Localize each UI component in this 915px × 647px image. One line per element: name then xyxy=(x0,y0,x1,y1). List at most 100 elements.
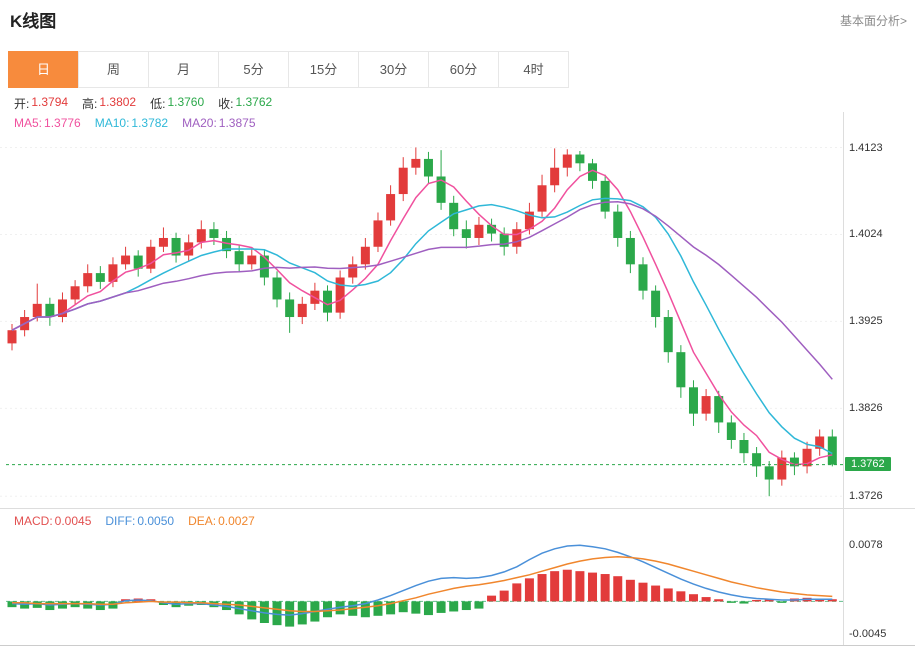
candle-body xyxy=(398,167,408,195)
price-axis-label: 1.4024 xyxy=(849,228,883,241)
macd-indicator: MACD: 0.0045 xyxy=(14,514,92,528)
candle-body xyxy=(777,457,787,480)
candle-body xyxy=(184,242,194,256)
candle-body xyxy=(638,264,648,291)
candle-body xyxy=(95,273,105,282)
macd-bar xyxy=(537,574,547,602)
macd-bar xyxy=(701,597,711,602)
candle-body xyxy=(133,255,143,269)
ma20-indicator: MA20: 1.3875 xyxy=(182,116,256,130)
candle-body xyxy=(487,224,497,234)
candle-body xyxy=(714,396,724,423)
tab-4hour[interactable]: 4时 xyxy=(498,51,569,88)
panel-divider xyxy=(0,508,915,509)
ohlc-open: 开: 1.3794 xyxy=(14,95,69,111)
candle-body xyxy=(234,251,244,265)
candle-body xyxy=(512,229,522,247)
macd-bar xyxy=(588,572,598,602)
candle-body xyxy=(285,299,295,318)
macd-bar xyxy=(562,569,572,602)
macd-bar xyxy=(398,601,408,613)
tab-30min[interactable]: 30分 xyxy=(358,51,429,88)
candle-body xyxy=(764,466,774,480)
main-candlestick-chart[interactable] xyxy=(0,90,843,508)
macd-bar xyxy=(423,601,433,616)
diff-line xyxy=(11,544,833,616)
candle-body xyxy=(259,255,269,278)
candle-body xyxy=(474,224,484,238)
ohlc-low: 低: 1.3760 xyxy=(150,95,205,111)
candle-body xyxy=(196,229,206,243)
macd-value-axis: 0.0078 -0.0045 xyxy=(843,508,915,647)
ohlc-high: 高: 1.3802 xyxy=(82,95,137,111)
macd-bar xyxy=(461,601,471,611)
ma5-indicator: MA5: 1.3776 xyxy=(14,116,81,130)
candle-body xyxy=(45,303,55,318)
candle-body xyxy=(575,154,585,164)
tab-month[interactable]: 月 xyxy=(148,51,219,88)
candle-body xyxy=(827,436,837,465)
candle-body xyxy=(436,176,446,203)
macd-histogram xyxy=(7,569,837,627)
macd-bar xyxy=(815,598,825,602)
candle-body xyxy=(524,211,534,230)
macd-bar xyxy=(764,599,774,602)
candle-body xyxy=(625,237,635,265)
candle-body xyxy=(121,255,131,265)
macd-bar xyxy=(613,576,623,602)
candle-body xyxy=(360,246,370,265)
candle-body xyxy=(588,163,598,181)
tab-15min[interactable]: 15分 xyxy=(288,51,359,88)
candle-body xyxy=(651,290,661,318)
tab-60min[interactable]: 60分 xyxy=(428,51,499,88)
candle-body xyxy=(335,277,345,313)
macd-bar xyxy=(524,578,534,602)
fundamental-analysis-link[interactable]: 基本面分析> xyxy=(839,14,907,28)
macd-bar xyxy=(714,599,724,602)
macd-bar xyxy=(411,601,421,614)
candle-body xyxy=(499,233,509,247)
macd-bar xyxy=(688,594,698,602)
candles xyxy=(7,147,837,497)
ma20-line xyxy=(11,200,833,380)
candle-body xyxy=(70,286,80,300)
macd-bar xyxy=(625,579,635,602)
macd-bar xyxy=(474,601,484,609)
price-axis-label: 1.3925 xyxy=(849,315,883,328)
main-price-axis: 1.4123 1.4024 1.3925 1.3826 1.3726 1.3762 xyxy=(843,90,915,508)
candle-body xyxy=(701,396,711,414)
candle-body xyxy=(171,237,181,256)
price-axis-label: 1.3826 xyxy=(849,402,883,415)
macd-bar xyxy=(600,574,610,602)
candle-body xyxy=(348,264,358,278)
macd-bar xyxy=(512,583,522,602)
macd-bar xyxy=(777,601,787,603)
ma-readout: MA5: 1.3776 MA10: 1.3782 MA20: 1.3875 xyxy=(14,116,256,130)
candle-body xyxy=(297,303,307,318)
tab-week[interactable]: 周 xyxy=(78,51,149,88)
diff-indicator: DIFF: 0.0050 xyxy=(105,514,175,528)
candle-body xyxy=(739,440,749,454)
macd-bar xyxy=(499,590,509,602)
macd-bar xyxy=(663,588,673,602)
current-price-tag: 1.3762 xyxy=(845,456,891,471)
tab-day[interactable]: 日 xyxy=(8,51,79,88)
macd-bar xyxy=(651,585,661,602)
candle-body xyxy=(108,264,118,282)
tab-5min[interactable]: 5分 xyxy=(218,51,289,88)
candle-body xyxy=(423,158,433,177)
macd-bar xyxy=(386,601,396,615)
candle-body xyxy=(688,387,698,414)
page-title: K线图 xyxy=(10,12,57,31)
candle-body xyxy=(411,158,421,168)
ma10-line xyxy=(11,197,833,455)
candle-body xyxy=(537,185,547,212)
candle-body xyxy=(600,180,610,212)
candle-body xyxy=(752,453,762,467)
macd-bar xyxy=(827,599,837,602)
macd-chart[interactable] xyxy=(0,508,843,647)
candle-body xyxy=(562,154,572,168)
candle-body xyxy=(209,229,219,238)
candle-body xyxy=(461,229,471,238)
candle-body xyxy=(323,290,332,313)
